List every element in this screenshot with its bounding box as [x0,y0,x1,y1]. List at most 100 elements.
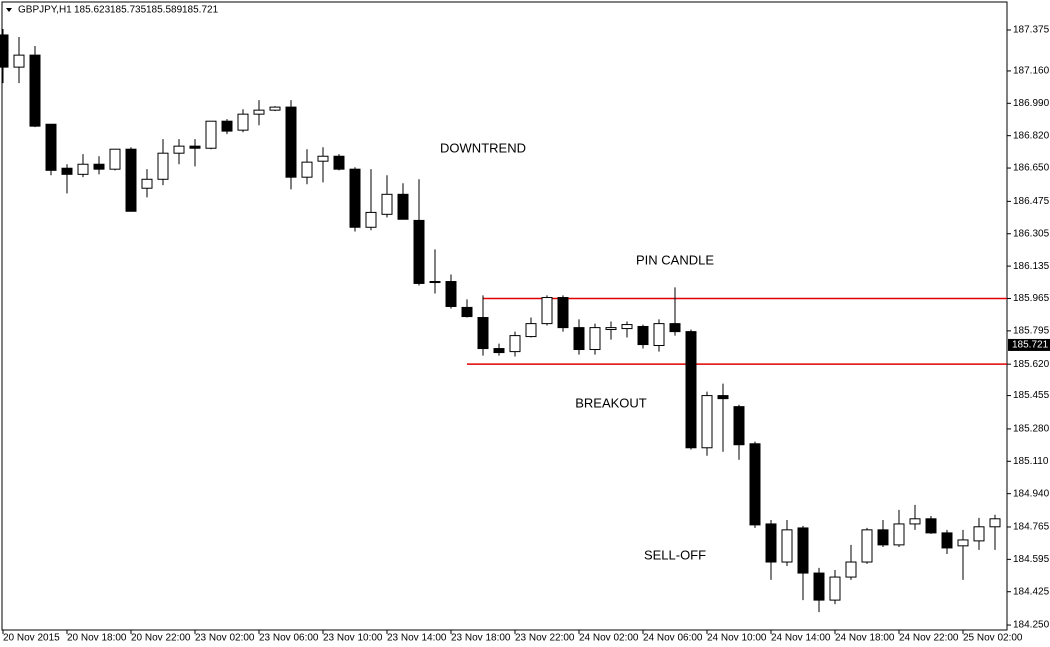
candle-body [493,348,505,354]
candle-body [61,167,73,175]
y-tick-label: 185.965 [1013,293,1050,304]
y-tick-label: 187.375 [1013,25,1050,36]
candle-body [349,168,361,228]
candle-body [765,523,777,563]
y-tick-label: 185.620 [1013,359,1050,370]
x-tick-label: 24 Nov 10:00 [707,633,767,644]
x-tick-label: 24 Nov 02:00 [579,633,639,644]
candle-body [877,529,889,546]
candle-body [429,281,441,284]
candle-body [397,193,409,220]
candle-body [541,297,553,325]
y-tick-label: 184.940 [1013,488,1050,499]
candle-body [77,163,89,175]
candle-body [109,148,121,170]
candle-body [477,317,489,350]
annotation: BREAKOUT [575,395,647,410]
y-tick-label: 186.475 [1013,196,1050,207]
candle-body [301,161,313,178]
candle-body [13,54,25,68]
candle-body [829,576,841,601]
candle-body [733,406,745,446]
y-tick-label: 186.135 [1013,261,1050,272]
candle-body [525,323,537,338]
plot-frame [1,1,1008,631]
candle-body [717,395,729,400]
header-value: 185.735 [110,5,147,16]
symbol: GBPJPY,H1 [18,5,72,16]
candle-body [205,120,217,149]
y-tick-label: 184.765 [1013,522,1050,533]
candle-body [573,327,585,351]
x-tick-label: 25 Nov 02:00 [963,633,1023,644]
x-tick-label: 20 Nov 22:00 [131,633,191,644]
x-tick-label: 24 Nov 22:00 [899,633,959,644]
candle-body [621,324,633,330]
candle-body [605,327,617,331]
candle-body [221,120,233,132]
candle-body [589,327,601,351]
x-tick-label: 23 Nov 18:00 [451,633,511,644]
candle-body [957,539,969,547]
candle-body [189,145,201,149]
y-tick-label: 185.795 [1013,325,1050,336]
candle-body [941,532,953,549]
y-tick-label: 185.455 [1013,390,1050,401]
x-tick-label: 23 Nov 14:00 [387,633,447,644]
y-tick-label: 185.280 [1013,424,1050,435]
candle-body [813,572,825,601]
annotation: SELL-OFF [644,547,706,562]
y-tick-label: 184.595 [1013,554,1050,565]
y-tick-label: 186.650 [1013,163,1050,174]
candle-body [253,109,265,115]
candle-body [141,178,153,189]
y-tick-label: 184.425 [1013,586,1050,597]
y-tick-label: 186.305 [1013,228,1050,239]
y-tick-label: 186.990 [1013,98,1050,109]
candle-body [381,193,393,215]
candle-body [669,323,681,333]
candle-body [0,34,9,68]
annotation: DOWNTREND [440,140,526,155]
header-value: 185.589 [146,5,183,16]
candle-body [509,335,521,353]
price-tag [1008,338,1050,351]
candle-body [989,518,1001,528]
candle-body [845,561,857,578]
candle-body [317,155,329,162]
candle-body [653,323,665,347]
candle-body [701,395,713,449]
candle-body [45,123,57,171]
x-tick-label: 23 Nov 10:00 [323,633,383,644]
candle-body [29,54,41,127]
candle-body [973,526,985,542]
candle-body [925,518,937,534]
candle-body [781,529,793,563]
candle-body [685,331,697,449]
candle-body [909,518,921,525]
x-tick-label: 24 Nov 18:00 [835,633,895,644]
candle-body [237,113,249,131]
x-tick-label: 20 Nov 2015 [3,633,60,644]
candle-body [637,325,649,346]
y-tick-label: 186.820 [1013,130,1050,141]
candle-body [797,527,809,574]
candle-body [749,443,761,526]
candle-body [125,148,137,212]
x-tick-label: 24 Nov 06:00 [643,633,703,644]
candle-body [173,145,185,154]
candle-body [269,106,281,111]
x-tick-label: 24 Nov 14:00 [771,633,831,644]
candle-body [157,152,169,180]
annotation: PIN CANDLE [636,252,714,267]
candle-body [861,529,873,563]
price-tag-label: 185.721 [1012,340,1049,351]
candle-body [557,297,569,329]
menu-arrow[interactable] [6,8,12,12]
x-tick-label: 20 Nov 18:00 [67,633,127,644]
candle-body [445,281,457,307]
candle-body [93,163,105,170]
candle-body [365,211,377,228]
x-tick-label: 23 Nov 06:00 [259,633,319,644]
